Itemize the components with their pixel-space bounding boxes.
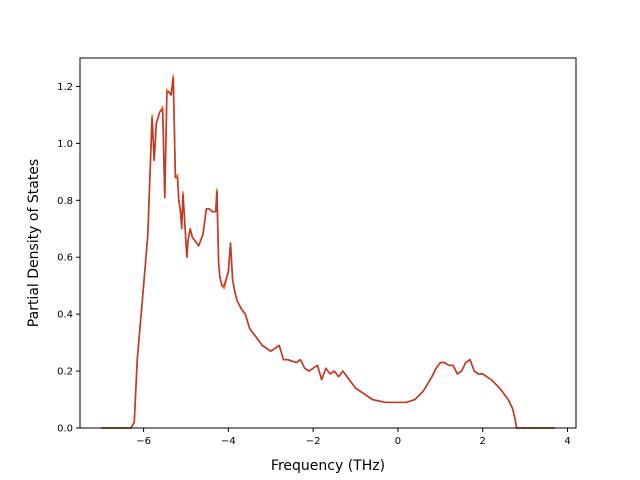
y-tick-label: 0.0 — [57, 424, 73, 435]
x-tick-label: 4 — [564, 436, 570, 447]
series-line-2 — [101, 77, 555, 429]
plot-area — [80, 58, 576, 428]
y-tick-label: 1.0 — [57, 139, 73, 150]
x-tick-label: 0 — [395, 436, 401, 447]
x-tick-label: −4 — [221, 436, 236, 447]
y-axis-ticks: 0.0 0.2 0.4 0.6 0.8 1.0 1.2 — [57, 82, 80, 435]
plot-frame — [79, 57, 577, 429]
y-tick-label: 0.2 — [57, 367, 73, 378]
x-tick-label: −6 — [136, 436, 151, 447]
series-layer — [101, 74, 555, 429]
x-tick-label: −2 — [306, 436, 321, 447]
y-tick-label: 0.8 — [57, 196, 73, 207]
y-tick-label: 1.2 — [57, 82, 73, 93]
y-axis-label: Partial Density of States — [26, 159, 42, 327]
x-axis-label: Frequency (THz) — [271, 458, 385, 474]
x-tick-label: 2 — [480, 436, 486, 447]
y-tick-label: 0.6 — [57, 253, 73, 264]
y-tick-label: 0.4 — [57, 310, 73, 321]
x-axis-ticks: −6 −4 −2 0 2 4 — [136, 428, 571, 447]
